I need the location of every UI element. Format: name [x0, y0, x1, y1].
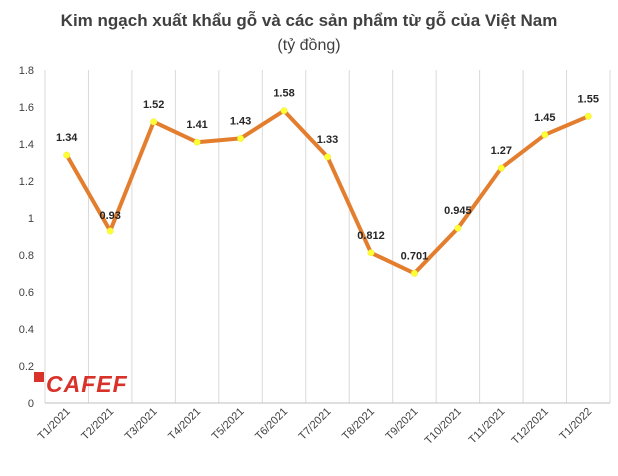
data-label: 1.45	[534, 112, 555, 124]
chart-title: Kim ngạch xuất khẩu gỗ và các sản phẩm t…	[61, 11, 558, 30]
data-label: 1.55	[578, 93, 599, 105]
x-axis: T1/2021 T2/2021 T3/2021 T4/2021 T5/2021 T6/20…	[36, 406, 595, 447]
y-axis: 0 0.2 0.4 0.6 0.8 1 1.2 1.4 1.6 1.8	[19, 65, 34, 410]
data-point	[497, 164, 505, 172]
y-tick-label: 1.8	[19, 65, 34, 77]
y-tick-label: 1	[28, 213, 34, 225]
data-point	[193, 138, 201, 146]
data-point	[280, 107, 288, 115]
x-tick-label: T7/2021	[297, 406, 334, 443]
data-point	[324, 153, 331, 161]
y-tick-label: 1.4	[19, 139, 34, 151]
x-tick-label: T11/2021	[467, 406, 508, 447]
logo-mark-icon	[34, 372, 44, 382]
x-tick-label: T10/2021	[423, 406, 464, 447]
data-label: 1.52	[143, 99, 164, 111]
y-tick-label: 0.6	[19, 287, 34, 299]
data-point	[150, 118, 158, 126]
y-tick-label: 0.4	[19, 324, 34, 336]
x-tick-label: T2/2021	[79, 406, 116, 443]
cafef-logo: CAFEF	[34, 371, 128, 397]
x-tick-label: T4/2021	[166, 406, 203, 443]
data-point	[541, 131, 549, 139]
x-tick-label: T8/2021	[340, 406, 377, 443]
data-point	[63, 151, 71, 159]
data-label: 1.58	[273, 88, 294, 100]
data-label: 1.34	[56, 132, 78, 144]
x-tick-label: T12/2021	[510, 406, 551, 447]
data-label: 0.945	[444, 205, 472, 217]
x-tick-label: T9/2021	[384, 406, 421, 443]
y-tick-label: 1.2	[19, 176, 34, 188]
data-point	[410, 269, 418, 277]
y-tick-label: 0.2	[19, 361, 34, 373]
data-point	[584, 112, 592, 120]
data-label: 1.27	[491, 145, 512, 157]
data-label: 0.812	[357, 230, 385, 242]
y-tick-label: 0.8	[19, 250, 34, 262]
data-label: 1.43	[230, 115, 251, 127]
gridlines	[44, 70, 611, 404]
y-tick-label: 0	[28, 398, 34, 410]
data-label: 1.33	[317, 134, 338, 146]
x-tick-label: T1/2022	[557, 406, 594, 443]
logo-text: CAFEF	[46, 371, 128, 397]
series-markers	[63, 107, 592, 277]
data-point	[454, 224, 462, 232]
data-label: 0.93	[99, 210, 120, 222]
data-point	[367, 249, 375, 257]
x-tick-label: T3/2021	[123, 406, 160, 443]
x-tick-label: T1/2021	[36, 406, 73, 443]
data-point	[237, 135, 245, 142]
data-point	[106, 227, 114, 235]
y-tick-label: 1.6	[19, 102, 34, 114]
x-tick-label: T6/2021	[253, 406, 290, 443]
chart-subtitle: (tỷ đồng)	[277, 37, 340, 54]
data-label: 0.701	[401, 250, 429, 262]
data-labels: 1.34 0.93 1.52 1.41 1.43 1.58 1.33 0.812 0.701 0.…	[56, 88, 599, 263]
x-tick-label: T5/2021	[210, 406, 247, 443]
data-label: 1.41	[186, 119, 207, 131]
